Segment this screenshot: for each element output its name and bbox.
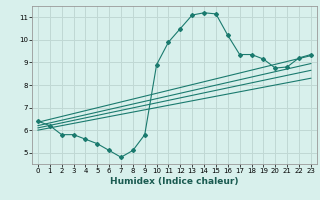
X-axis label: Humidex (Indice chaleur): Humidex (Indice chaleur) bbox=[110, 177, 239, 186]
